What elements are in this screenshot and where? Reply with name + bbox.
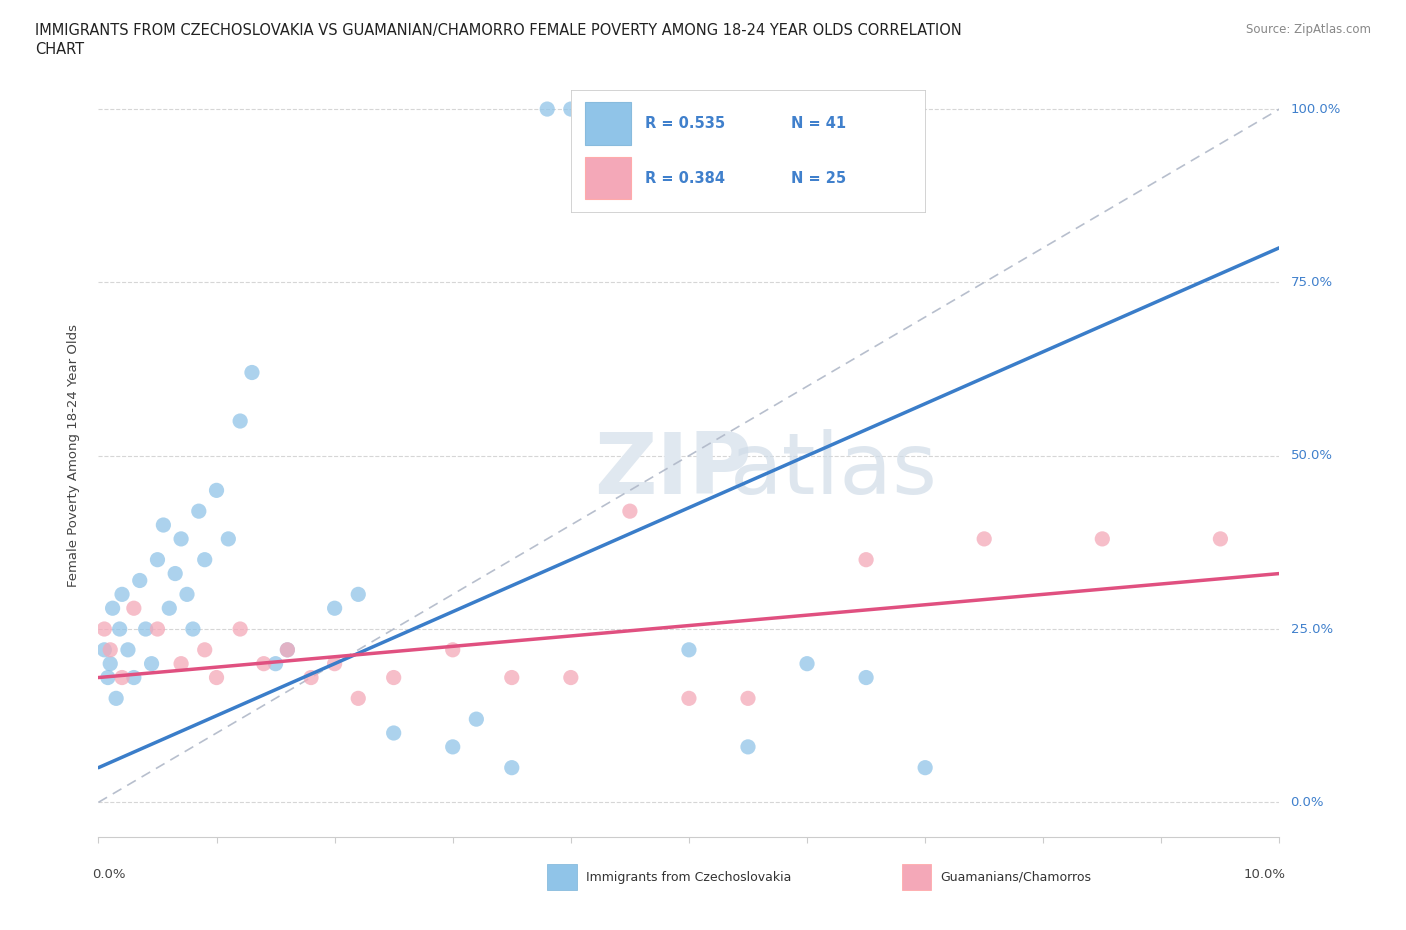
Point	[128, 573, 150, 588]
Point	[1209, 531, 1232, 546]
Y-axis label: Female Poverty Among 18-24 Year Olds: Female Poverty Among 18-24 Year Olds	[67, 325, 80, 587]
Point	[122, 671, 145, 685]
Point	[347, 691, 370, 706]
Point	[855, 671, 877, 685]
Point	[170, 531, 193, 546]
Point	[101, 601, 124, 616]
Point	[111, 587, 134, 602]
Point	[678, 643, 700, 658]
Point	[560, 671, 582, 685]
Point	[382, 725, 405, 740]
Text: 25.0%: 25.0%	[1291, 622, 1333, 635]
Point	[93, 621, 115, 636]
Point	[146, 552, 169, 567]
Text: 50.0%: 50.0%	[1291, 449, 1333, 462]
Point	[619, 101, 641, 116]
Text: Source: ZipAtlas.com: Source: ZipAtlas.com	[1246, 23, 1371, 36]
Point	[914, 760, 936, 775]
Point	[737, 739, 759, 754]
Point	[165, 566, 187, 581]
Point	[117, 643, 139, 658]
Point	[796, 657, 818, 671]
Text: IMMIGRANTS FROM CZECHOSLOVAKIA VS GUAMANIAN/CHAMORRO FEMALE POVERTY AMONG 18-24 : IMMIGRANTS FROM CZECHOSLOVAKIA VS GUAMAN…	[35, 23, 962, 38]
Point	[108, 621, 131, 636]
Point	[217, 531, 239, 546]
Point	[98, 657, 121, 671]
Point	[441, 739, 464, 754]
Point	[560, 101, 582, 116]
Point	[678, 691, 700, 706]
Point	[465, 711, 488, 726]
Point	[194, 643, 217, 658]
Text: Guamanians/Chamorros: Guamanians/Chamorros	[941, 870, 1091, 883]
Point	[276, 643, 298, 658]
Point	[205, 671, 228, 685]
Point	[253, 657, 276, 671]
Point	[141, 657, 163, 671]
Point	[181, 621, 204, 636]
Point	[1091, 531, 1114, 546]
Text: 0.0%: 0.0%	[93, 868, 127, 881]
Point	[105, 691, 128, 706]
Point	[152, 518, 174, 533]
Point	[146, 621, 169, 636]
Text: Immigrants from Czechoslovakia: Immigrants from Czechoslovakia	[586, 870, 792, 883]
Point	[240, 365, 263, 380]
Point	[347, 587, 370, 602]
Point	[501, 760, 523, 775]
Text: 100.0%: 100.0%	[1291, 102, 1341, 115]
Point	[93, 643, 115, 658]
Point	[157, 601, 180, 616]
Point	[122, 601, 145, 616]
Point	[229, 414, 252, 429]
Point	[441, 643, 464, 658]
Point	[229, 621, 252, 636]
Text: 0.0%: 0.0%	[1291, 796, 1324, 809]
Text: 10.0%: 10.0%	[1243, 868, 1285, 881]
Point	[97, 671, 120, 685]
Text: CHART: CHART	[35, 42, 84, 57]
Text: 75.0%: 75.0%	[1291, 276, 1333, 289]
Point	[973, 531, 995, 546]
Point	[536, 101, 558, 116]
Point	[176, 587, 198, 602]
Point	[737, 691, 759, 706]
Point	[187, 504, 209, 519]
Point	[619, 504, 641, 519]
Point	[323, 657, 346, 671]
Point	[135, 621, 157, 636]
Point	[501, 671, 523, 685]
Point	[170, 657, 193, 671]
Point	[264, 657, 287, 671]
Point	[111, 671, 134, 685]
Point	[323, 601, 346, 616]
Point	[299, 671, 322, 685]
Text: atlas: atlas	[730, 430, 938, 512]
Point	[855, 552, 877, 567]
Point	[205, 483, 228, 498]
Point	[98, 643, 121, 658]
Point	[194, 552, 217, 567]
Point	[276, 643, 298, 658]
Bar	[547, 864, 576, 890]
Text: ZIP: ZIP	[595, 430, 752, 512]
Point	[382, 671, 405, 685]
Bar	[901, 864, 931, 890]
